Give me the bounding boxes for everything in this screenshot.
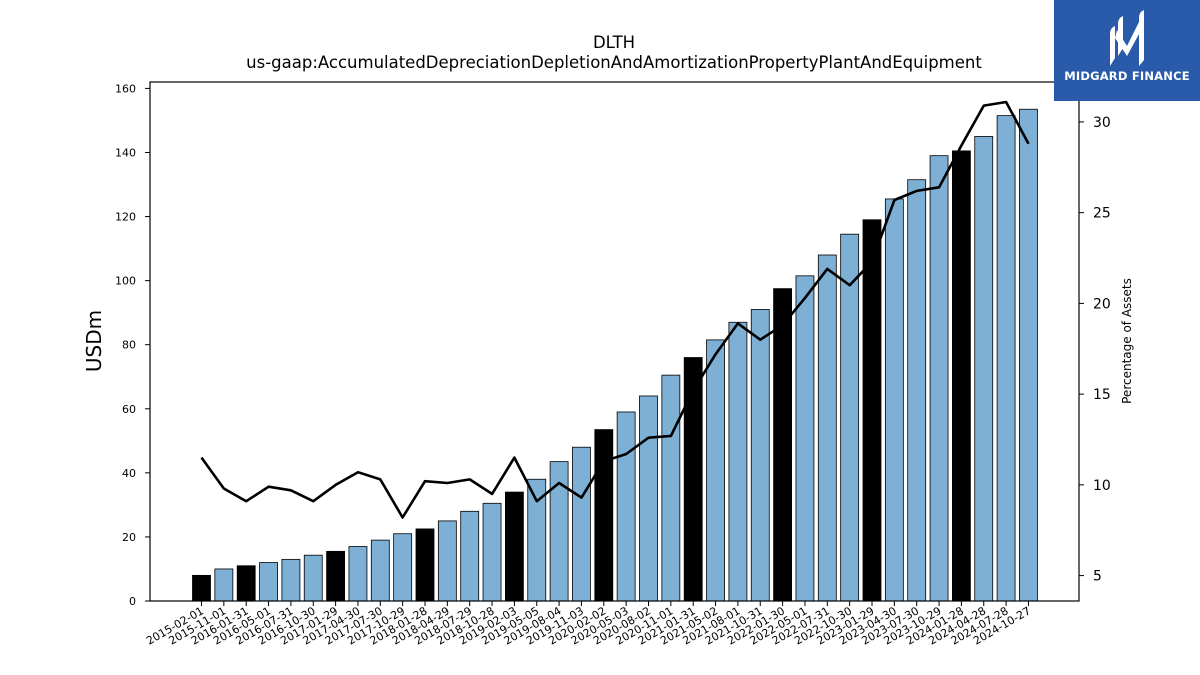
y-right-tick-label: 5 — [1093, 569, 1102, 585]
y-tick-label: 160 — [115, 82, 136, 95]
bar-2023-07-30 — [907, 179, 927, 602]
bar-2021-05-02 — [706, 339, 725, 602]
y-right-tick-label: 25 — [1093, 206, 1111, 222]
bar-2016-10-30 — [303, 554, 323, 602]
bar-2021-10-31 — [750, 309, 770, 602]
plot-frame — [149, 81, 1080, 602]
y-tick-label: 120 — [115, 211, 136, 224]
bar-2024-07-28 — [996, 115, 1016, 602]
bar-2019-02-03 — [504, 491, 524, 602]
bar-2022-05-01 — [795, 275, 815, 602]
bar-2018-07-29 — [460, 510, 480, 602]
bar-2023-04-30 — [884, 198, 904, 602]
bar-2022-10-30 — [840, 233, 860, 602]
chart-subtitle: us-gaap:AccumulatedDepreciationDepletion… — [246, 53, 982, 72]
bar-2023-01-29 — [862, 219, 882, 602]
bar-2022-07-31 — [817, 254, 837, 602]
chart-title: DLTH — [593, 33, 635, 52]
bar-2017-10-29 — [393, 533, 413, 602]
logo-mark-icon — [1110, 10, 1144, 66]
y-tick-label: 100 — [115, 275, 136, 288]
y-right-tick-label: 20 — [1093, 296, 1111, 312]
line-group — [200, 100, 1030, 519]
y-tick-label: 80 — [122, 339, 136, 352]
bar-2024-10-27 — [1019, 108, 1038, 602]
x-axis: 2015-02-012015-11-012016-01-312016-05-01… — [144, 601, 1033, 648]
bar-2024-01-28 — [952, 150, 971, 602]
y-axis-right-label: Percentage of Assets — [1120, 278, 1134, 404]
bar-2022-01-30 — [773, 288, 792, 602]
y-axis-left: 0 20 40 60 80 100 120 140 160 — [115, 82, 150, 608]
bar-2019-11-03 — [572, 446, 591, 602]
y-axis-label: USDm — [82, 310, 106, 372]
bar-2020-11-01 — [661, 374, 681, 602]
bar-2015-11-01 — [214, 568, 234, 602]
y-right-tick-label: 30 — [1093, 115, 1111, 131]
bar-2017-01-29 — [326, 550, 346, 602]
bar-group — [192, 108, 1038, 602]
logo-text: MIDGARD FINANCE — [1064, 69, 1190, 83]
y-tick-label: 40 — [122, 467, 136, 480]
bar-2018-10-28 — [482, 502, 502, 602]
bar-2015-02-01 — [192, 574, 211, 602]
bar-2017-04-30 — [348, 546, 368, 602]
bar-2020-08-02 — [639, 395, 658, 602]
y-right-tick-label: 10 — [1093, 478, 1111, 494]
y-tick-label: 0 — [129, 595, 136, 608]
bar-2016-07-31 — [281, 558, 301, 602]
bar-2017-07-30 — [370, 539, 390, 602]
y-axis-right: 5 10 15 20 25 30 — [1079, 115, 1111, 585]
bar-2020-05-03 — [616, 411, 636, 602]
y-tick-label: 60 — [122, 403, 136, 416]
bar-2023-10-29 — [929, 155, 949, 602]
brand-logo: MIDGARD FINANCE — [1054, 0, 1200, 101]
y-tick-label: 20 — [122, 531, 136, 544]
bar-2018-01-28 — [415, 528, 435, 602]
percentage-line — [200, 100, 1030, 519]
bar-2018-04-29 — [437, 520, 457, 602]
bar-2020-02-02 — [594, 429, 614, 602]
y-right-tick-label: 15 — [1093, 387, 1111, 403]
bar-2021-01-31 — [683, 357, 703, 602]
bar-2016-05-01 — [259, 562, 278, 602]
bar-2024-04-28 — [974, 136, 994, 602]
bar-2021-08-01 — [728, 321, 748, 602]
y-tick-label: 140 — [115, 146, 136, 159]
bar-2016-01-31 — [236, 565, 256, 602]
